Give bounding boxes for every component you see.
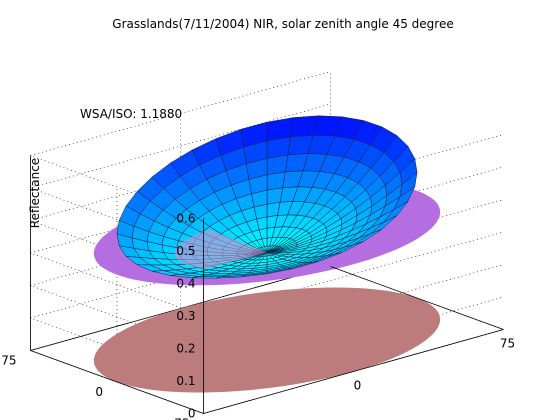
brdf-surface — [116, 115, 418, 279]
z-tick-label: 0 — [188, 407, 196, 420]
surface-facet — [266, 187, 284, 205]
z-tick-label: 0.1 — [176, 374, 195, 388]
z-tick-label: 0.5 — [176, 244, 195, 258]
x-tick-label: 0 — [354, 379, 362, 393]
y-tick-label: 75 — [1, 354, 16, 368]
grid-line-z — [30, 252, 204, 317]
surface-facet — [266, 171, 286, 191]
wsa-annotation: WSA/ISO: 1.1880 — [80, 107, 182, 121]
y-tick-label: 0 — [95, 385, 103, 399]
grid-line-z — [30, 155, 204, 219]
z-tick-label: 0.3 — [176, 309, 195, 323]
axis-edge — [30, 350, 204, 414]
axis-edge — [330, 266, 504, 330]
z-tick-label: 0.2 — [176, 342, 195, 356]
x-tick-label: 75 — [500, 337, 515, 351]
z-tick-label: 0.4 — [176, 277, 195, 291]
bottom-disc — [93, 287, 441, 393]
axes-front-lines — [30, 218, 504, 414]
grid-line-z — [30, 187, 204, 252]
axis-edge — [203, 329, 504, 414]
z-axis-label: Reflectance — [28, 158, 42, 228]
surface-facet — [191, 276, 221, 279]
z-tick-label: 0.6 — [176, 212, 195, 226]
hotspot-overlay — [174, 229, 267, 269]
y-tick-label: -75 — [170, 417, 190, 420]
chart-title: Grasslands(7/11/2004) NIR, solar zenith … — [112, 17, 453, 31]
